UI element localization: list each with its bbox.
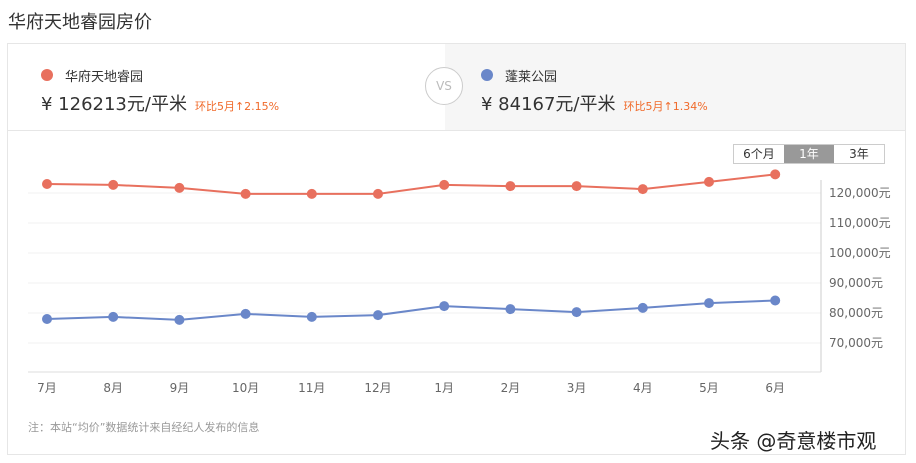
series-a-price-value: ¥ 126213元/平米 xyxy=(41,94,187,115)
data-point xyxy=(306,188,317,199)
data-point xyxy=(505,304,516,315)
y-tick-label: 120,000元 xyxy=(829,186,891,200)
data-point xyxy=(373,188,383,199)
data-point xyxy=(439,301,450,312)
x-tick-label: 11月 xyxy=(298,381,325,395)
data-point xyxy=(373,310,383,321)
tab-6-months[interactable]: 6个月 xyxy=(743,147,775,161)
tab-1-year[interactable]: 1年 xyxy=(784,145,834,163)
watermark: 头条 @奇意楼市观 xyxy=(710,429,877,453)
x-tick-label: 10月 xyxy=(232,381,259,395)
price-compare-card: 华府天地睿园 ¥ 126213元/平米 环比5月↑2.15% 蓬莱公园 ¥ 841… xyxy=(7,43,906,455)
series-b-change: 环比5月↑1.34% xyxy=(623,100,708,113)
series-b-price: ¥ 84167元/平米 环比5月↑1.34% xyxy=(481,90,708,116)
data-point xyxy=(108,311,119,322)
x-tick-label: 12月 xyxy=(364,381,391,395)
series-b-panel: 蓬莱公园 ¥ 84167元/平米 环比5月↑1.34% xyxy=(445,44,905,130)
series-a-change: 环比5月↑2.15% xyxy=(194,100,280,113)
data-point xyxy=(571,181,582,192)
data-point xyxy=(704,298,714,309)
data-point xyxy=(306,311,317,322)
data-point xyxy=(174,182,185,193)
data-point xyxy=(770,169,781,180)
data-point xyxy=(42,314,52,324)
x-tick-label: 8月 xyxy=(103,381,123,395)
x-tick-label: 1月 xyxy=(434,381,454,395)
series-b-name: 蓬莱公园 xyxy=(505,70,558,85)
y-tick-label: 110,000元 xyxy=(829,216,891,230)
tab-3-years[interactable]: 3年 xyxy=(849,147,869,161)
series-a-dot-icon xyxy=(41,69,53,81)
data-point xyxy=(42,179,52,189)
compare-header: 华府天地睿园 ¥ 126213元/平米 环比5月↑2.15% 蓬莱公园 ¥ 841… xyxy=(8,44,905,131)
series-line-0 xyxy=(46,173,776,195)
x-tick-label: 6月 xyxy=(765,381,785,395)
x-tick-label: 9月 xyxy=(170,381,190,395)
series-b-price-value: ¥ 84167元/平米 xyxy=(481,94,616,115)
page-title: 华府天地睿园房价 xyxy=(8,12,152,33)
y-tick-label: 90,000元 xyxy=(829,276,883,290)
data-point xyxy=(704,176,714,187)
data-point xyxy=(505,181,516,192)
series-a-name: 华府天地睿园 xyxy=(65,70,144,85)
data-point xyxy=(240,188,251,199)
y-tick-label: 80,000元 xyxy=(829,306,883,320)
series-line-1 xyxy=(46,299,776,321)
x-tick-label: 4月 xyxy=(633,381,653,395)
data-point xyxy=(571,307,582,318)
x-tick-label: 7月 xyxy=(37,381,57,395)
data-point xyxy=(240,308,251,319)
range-tabs: 6个月 1年 3年 xyxy=(733,144,885,164)
data-note: 注：本站“均价”数据统计来自经纪人发布的信息 xyxy=(28,421,260,434)
y-tick-label: 100,000元 xyxy=(829,246,891,260)
data-point xyxy=(108,179,119,190)
data-point xyxy=(439,179,450,190)
data-point xyxy=(637,184,648,195)
y-tick-label: 70,000元 xyxy=(829,336,883,350)
data-point xyxy=(174,314,185,325)
x-tick-label: 5月 xyxy=(699,381,719,395)
x-tick-label: 2月 xyxy=(501,381,521,395)
series-b-dot-icon xyxy=(481,69,493,81)
x-tick-label: 3月 xyxy=(567,381,587,395)
data-point xyxy=(770,295,781,306)
data-point xyxy=(637,302,648,313)
series-a-price: ¥ 126213元/平米 环比5月↑2.15% xyxy=(41,90,279,116)
vs-badge: VS xyxy=(425,67,463,105)
